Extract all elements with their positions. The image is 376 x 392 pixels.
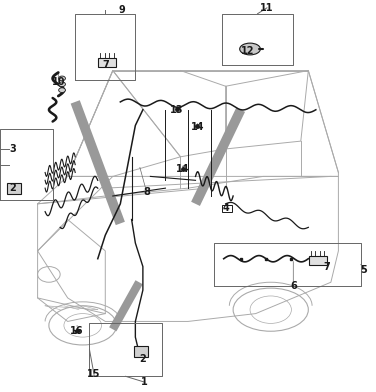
Text: 7: 7 xyxy=(102,60,109,70)
Text: 7: 7 xyxy=(324,261,331,272)
Text: 6: 6 xyxy=(290,281,297,291)
Text: 11: 11 xyxy=(260,3,274,13)
Bar xyxy=(134,346,148,357)
Bar xyxy=(222,205,232,212)
Text: 8: 8 xyxy=(143,187,150,197)
Text: 2: 2 xyxy=(139,354,146,364)
Bar xyxy=(98,58,116,67)
Bar xyxy=(309,256,327,265)
Text: 1: 1 xyxy=(141,377,148,387)
Text: 12: 12 xyxy=(241,46,255,56)
Text: 10: 10 xyxy=(52,77,65,87)
Text: 2: 2 xyxy=(9,183,16,193)
Text: 5: 5 xyxy=(360,265,367,276)
Text: 13: 13 xyxy=(170,105,183,115)
Text: 15: 15 xyxy=(87,369,101,379)
Ellipse shape xyxy=(240,43,260,55)
Text: 14: 14 xyxy=(191,122,204,132)
Text: 3: 3 xyxy=(9,144,16,154)
Text: 16: 16 xyxy=(70,326,84,336)
Ellipse shape xyxy=(59,82,65,87)
Text: 4: 4 xyxy=(222,203,229,213)
Ellipse shape xyxy=(59,88,65,93)
Text: 9: 9 xyxy=(119,5,126,15)
Bar xyxy=(7,183,21,194)
Ellipse shape xyxy=(59,76,65,81)
Text: 14: 14 xyxy=(176,163,189,174)
